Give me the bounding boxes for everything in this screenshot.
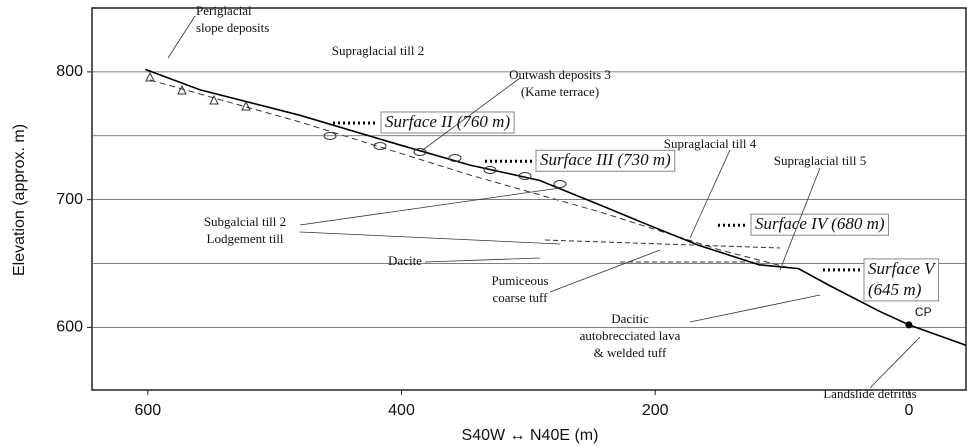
annotation: Outwash deposits 3: [509, 67, 611, 82]
deposit-boundary: [149, 79, 791, 269]
surface-label: (645 m): [868, 280, 922, 299]
annotation: coarse tuff: [493, 290, 549, 305]
deposit-boundary: [544, 239, 781, 263]
clast: [323, 132, 337, 140]
surface-label: Surface II (760 m): [385, 112, 510, 131]
leader-line: [419, 77, 521, 153]
annotation: (Kame terrace): [521, 84, 599, 99]
annotation: & welded tuff: [594, 345, 667, 360]
x-axis-label: S40W ↔ N40E (m): [462, 427, 599, 444]
leader-line: [689, 294, 821, 323]
clast: [483, 166, 497, 174]
terrain-profile: [144, 68, 967, 347]
leader-line: [167, 15, 196, 59]
periglacial-symbol: [241, 100, 251, 111]
y-axis-label: Elevation (approx. m): [11, 124, 28, 276]
leader-line: [299, 231, 561, 245]
y-tick-label: 700: [56, 191, 83, 208]
surface-label: Surface IV (680 m): [755, 214, 885, 233]
y-tick-label: 600: [56, 319, 83, 336]
leader-line: [869, 336, 921, 389]
annotation: Supraglacial till 2: [332, 43, 424, 58]
surface-box: [863, 258, 940, 302]
clast: [373, 142, 387, 150]
annotation: Supraglacial till 5: [774, 153, 866, 168]
clast: [553, 180, 567, 188]
periglacial-symbol: [145, 71, 155, 82]
leader-line: [689, 149, 731, 239]
clast: [413, 148, 427, 156]
annotation: Pumiceous: [491, 273, 548, 288]
periglacial-symbol: [209, 94, 219, 105]
control-point: [905, 321, 913, 329]
leader-line: [549, 249, 661, 293]
point-label: CP: [915, 305, 932, 319]
leader-line: [424, 257, 541, 263]
y-tick-label: 800: [56, 63, 83, 80]
surface-box: [750, 213, 890, 236]
leader-line: [779, 167, 821, 271]
annotation: Supraglacial till 4: [664, 136, 757, 151]
x-tick-label: 400: [388, 402, 415, 419]
x-tick-label: 0: [904, 402, 913, 419]
annotation: Lodgement till: [207, 231, 284, 246]
plot-frame: [91, 7, 967, 391]
annotation: Dacite: [388, 253, 422, 268]
periglacial-symbol: [177, 84, 187, 95]
surface-box: [380, 111, 515, 134]
annotation: Periglacial: [196, 3, 252, 18]
annotation: Landslide detritus: [823, 386, 917, 401]
surface-label: Surface V: [868, 259, 937, 278]
surface-label: Surface III (730 m): [540, 150, 671, 169]
annotation: autobrecciated lava: [580, 328, 681, 343]
annotation: slope deposits: [196, 20, 269, 35]
annotation: Dacitic: [611, 311, 649, 326]
clast: [448, 154, 462, 162]
x-tick-label: 200: [642, 402, 669, 419]
annotation: Subgalcial till 2: [204, 214, 286, 229]
surface-box: [535, 149, 676, 172]
leader-line: [299, 187, 561, 226]
clast: [518, 172, 532, 180]
x-tick-label: 600: [134, 402, 161, 419]
